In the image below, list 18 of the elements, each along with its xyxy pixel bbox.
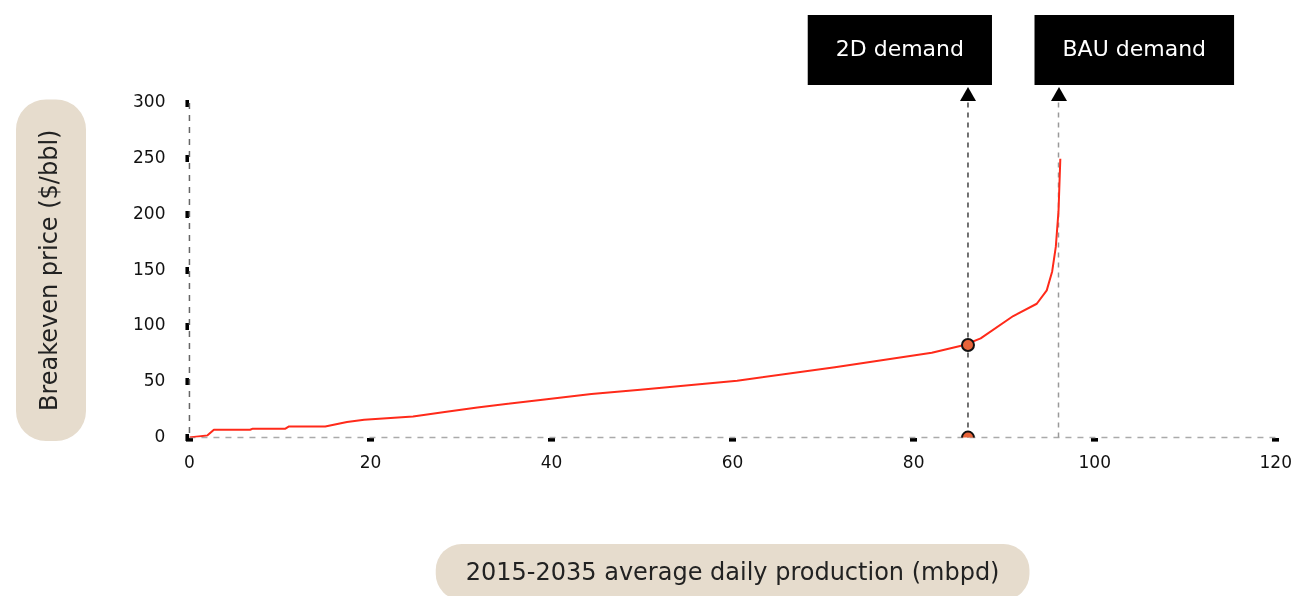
y-tick-label: 250	[132, 147, 166, 168]
ref-line-label: 2D demand	[835, 35, 964, 61]
x-tick-label: 40	[540, 452, 563, 473]
y-tick-label: 300	[132, 91, 166, 112]
x-axis-title: 2015-2035 average daily production (mbpd)	[465, 558, 1000, 587]
y-tick-label: 150	[132, 258, 166, 279]
y-tick-label: 200	[132, 202, 166, 223]
x-tick-label: 20	[359, 452, 382, 473]
y-tick-label: 0	[154, 426, 166, 447]
x-tick-label: 100	[1078, 452, 1111, 473]
x-tick-label: 0	[184, 452, 195, 473]
y-tick-label: 100	[132, 314, 166, 335]
x-tick-label: 80	[902, 452, 925, 473]
y-tick-label: 50	[143, 370, 166, 391]
y-axis-title: Breakeven price ($/bbl)	[35, 129, 64, 412]
x-tick-label: 120	[1259, 452, 1292, 473]
x-tick-label: 60	[721, 452, 744, 473]
ref-line-label: BAU demand	[1062, 35, 1207, 61]
